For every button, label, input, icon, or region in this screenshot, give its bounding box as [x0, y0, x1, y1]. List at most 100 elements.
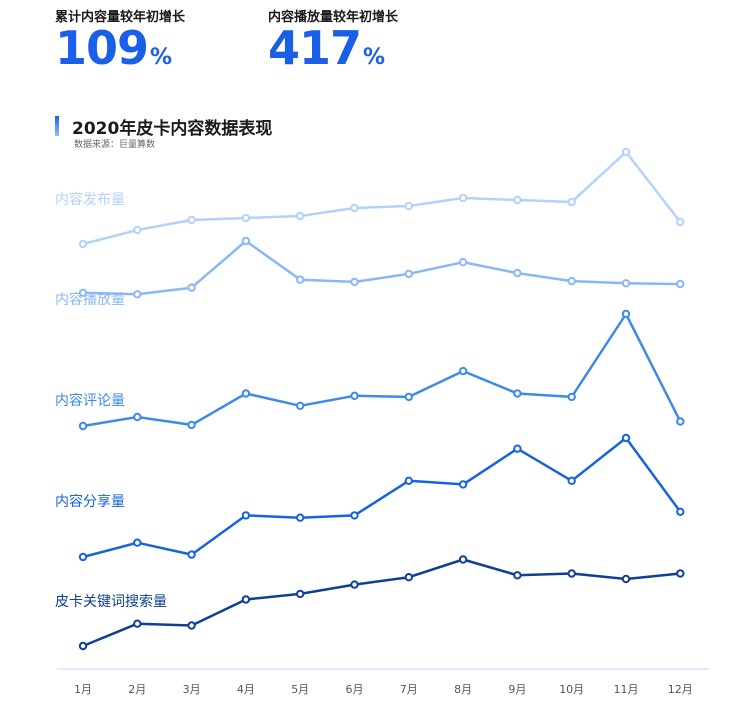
- data-point: [621, 147, 631, 157]
- data-point: [296, 275, 305, 284]
- series-label: 内容发布量: [55, 191, 125, 208]
- series-label: 内容评论量: [55, 392, 125, 409]
- metric-unit: %: [363, 45, 386, 70]
- series-line: [81, 150, 682, 246]
- data-point: [676, 569, 685, 578]
- data-point: [187, 420, 196, 430]
- x-tick-label: 5月: [291, 683, 309, 696]
- data-point: [78, 552, 88, 562]
- metric-content-growth: 累计内容量较年初增长 109%: [55, 6, 185, 71]
- data-point: [187, 283, 196, 292]
- data-point: [296, 513, 305, 522]
- x-tick-label: 3月: [183, 683, 201, 696]
- data-point: [296, 589, 305, 599]
- data-point: [404, 573, 413, 582]
- metric-unit: %: [150, 45, 173, 70]
- data-point: [404, 269, 413, 279]
- data-point: [676, 217, 685, 227]
- x-tick-label: 6月: [346, 683, 364, 696]
- x-tick-label: 12月: [668, 683, 693, 696]
- metric-label: 累计内容量较年初增长: [55, 10, 186, 25]
- data-point: [350, 511, 359, 520]
- data-point: [567, 197, 576, 207]
- data-point: [133, 619, 142, 628]
- data-point: [513, 444, 522, 453]
- data-point: [350, 391, 359, 400]
- data-point: [404, 476, 413, 485]
- data-point: [513, 571, 522, 580]
- data-point: [187, 621, 196, 630]
- data-point: [241, 511, 251, 520]
- metric-play-growth: 内容播放量较年初增长 417%: [268, 6, 398, 71]
- data-point: [78, 421, 88, 431]
- series-label: 内容分享量: [55, 493, 125, 510]
- data-point: [133, 538, 142, 547]
- metric-number: 417: [268, 21, 362, 75]
- data-point: [241, 389, 251, 398]
- data-point: [296, 211, 305, 221]
- x-tick-label: 8月: [454, 683, 472, 696]
- data-point: [404, 392, 413, 402]
- data-point: [350, 203, 359, 213]
- data-point: [513, 195, 522, 205]
- data-point: [241, 595, 251, 604]
- metric-number: 109: [55, 21, 149, 75]
- data-point: [187, 550, 196, 559]
- series-line: [81, 436, 682, 559]
- series-label: 皮卡关键词搜索量: [55, 593, 167, 610]
- chart-source-note: 数据来源：巨量算数: [74, 140, 156, 150]
- series-2: 内容播放量: [55, 236, 685, 308]
- series-1: 内容发布量: [55, 147, 685, 249]
- title-accent-bar: [55, 116, 59, 136]
- data-point: [404, 201, 413, 211]
- data-point: [241, 213, 251, 223]
- data-point: [133, 412, 142, 422]
- data-point: [567, 276, 576, 286]
- series-5: 皮卡关键词搜索量: [55, 555, 685, 651]
- data-point: [187, 215, 196, 225]
- data-point: [241, 236, 251, 246]
- x-tick-label: 9月: [508, 683, 526, 696]
- chart-title: 2020年皮卡内容数据表现: [72, 119, 273, 139]
- series-line: [81, 239, 682, 296]
- data-point: [458, 258, 468, 267]
- metric-label: 内容播放量较年初增长: [268, 10, 399, 25]
- x-tick-label: 2月: [128, 683, 146, 696]
- data-point: [621, 574, 631, 584]
- series-4: 内容分享量: [55, 433, 685, 562]
- data-point: [78, 288, 88, 297]
- x-tick-label: 1月: [74, 683, 92, 696]
- data-point: [350, 580, 359, 589]
- data-point: [458, 555, 468, 564]
- x-tick-label: 10月: [559, 683, 584, 696]
- data-point: [458, 366, 468, 376]
- data-point: [296, 401, 305, 410]
- data-point: [567, 476, 576, 485]
- data-point: [78, 641, 88, 651]
- data-point: [676, 279, 685, 289]
- data-point: [458, 193, 468, 203]
- data-point: [513, 268, 522, 278]
- x-tick-label: 11月: [614, 683, 639, 696]
- data-point: [513, 389, 522, 398]
- data-point: [350, 277, 359, 287]
- metric-value: 109%: [55, 25, 185, 71]
- data-point: [78, 239, 88, 249]
- data-point: [621, 433, 631, 443]
- data-point: [567, 392, 576, 402]
- data-point: [133, 225, 142, 235]
- data-point: [676, 507, 685, 516]
- x-tick-label: 4月: [237, 683, 255, 696]
- data-point: [676, 417, 685, 426]
- metric-value: 417%: [268, 25, 398, 71]
- data-point: [133, 290, 142, 299]
- series-line: [81, 558, 682, 648]
- series-label: 内容播放量: [55, 291, 125, 308]
- series-3: 内容评论量: [55, 309, 685, 431]
- series-line: [81, 312, 682, 428]
- data-point: [458, 480, 468, 489]
- data-point: [621, 309, 631, 319]
- x-tick-label: 7月: [400, 683, 418, 696]
- data-point: [567, 569, 576, 578]
